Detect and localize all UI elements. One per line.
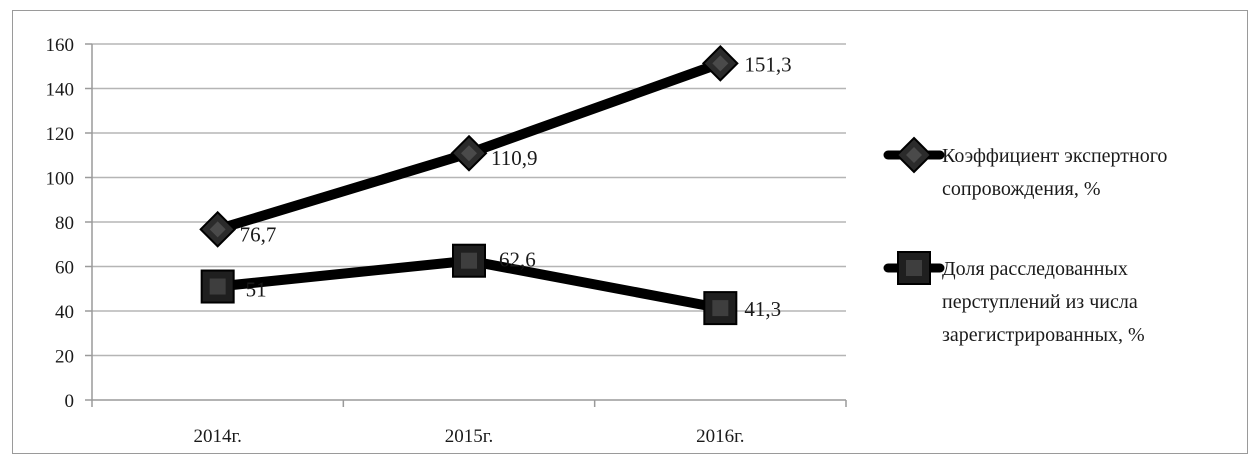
diamond-marker-inner [209,221,226,238]
y-tick-label: 120 [46,124,75,145]
data-labels: 76,7 110,9 151,3 51 62,6 41,3 [240,52,792,321]
data-label: 41,3 [744,297,781,321]
y-tick-label: 160 [46,35,75,56]
y-tick-label: 80 [55,213,74,234]
y-tick-label: 40 [55,302,74,323]
data-label: 51 [246,278,267,302]
x-tick-label: 2016г. [696,426,744,447]
y-tick-label: 100 [46,169,75,190]
legend-entry-text: Коэффициент экспертного [942,145,1167,167]
tick-labels: 0 20 40 60 80 100 120 140 160 2014г. 2015г. 2016г. [46,35,745,447]
square-marker-inner [712,300,729,317]
legend-entry-text: сопровождения, % [942,178,1101,200]
diamond-marker-inner [461,145,477,162]
y-tick-label: 60 [55,258,74,279]
square-marker-inner [906,260,922,276]
data-label: 76,7 [240,222,277,246]
y-tick-label: 0 [65,391,75,412]
data-label: 151,3 [744,52,791,76]
x-tick-label: 2014г. [193,426,241,447]
x-tick-label: 2015г. [445,426,493,447]
legend-entry-text: перступлений из числа [942,291,1138,313]
data-label: 110,9 [491,146,537,170]
data-markers [199,44,739,326]
axes [85,43,847,407]
legend-entry-text: зарегистрированных, % [942,324,1145,346]
square-marker [200,269,235,304]
legend-entry-text: Доля расследованных [942,258,1128,280]
data-label: 62,6 [499,248,536,272]
diamond-marker-inner [712,55,729,72]
diamond-marker-inner [906,147,922,163]
y-tick-label: 140 [46,80,75,101]
legend: Коэффициент экспертного сопровождения, % Д… [883,136,1167,346]
y-tick-label: 20 [55,347,74,368]
square-marker-inner [461,252,477,269]
square-marker-inner [209,278,226,295]
